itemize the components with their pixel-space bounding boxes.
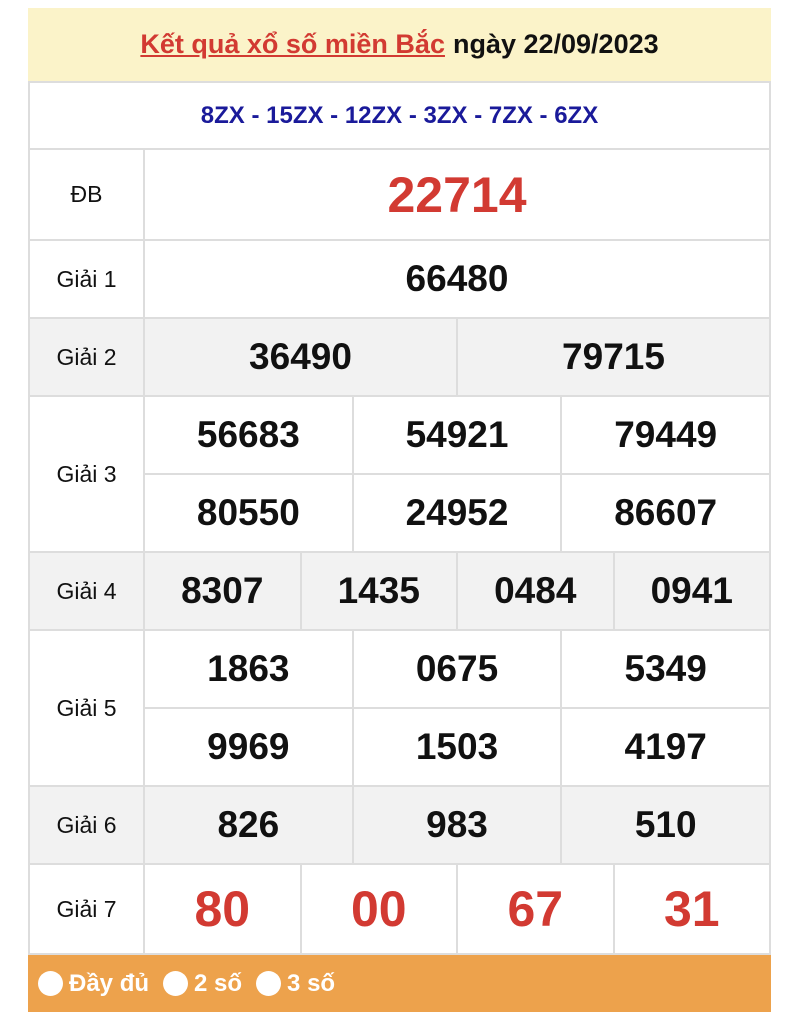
prize-row: Giải 3 56683 54921 79449 80550 24952 86607 bbox=[28, 397, 771, 553]
prize-row: Giải 1 66480 bbox=[28, 241, 771, 319]
radio-icon[interactable] bbox=[38, 971, 63, 996]
prize-row: ĐB 22714 bbox=[28, 150, 771, 241]
prize-number: 80550 bbox=[196, 492, 300, 533]
option-label: 2 số bbox=[194, 969, 243, 997]
prize-row: Giải 6 826 983 510 bbox=[28, 787, 771, 865]
prize-number: 67 bbox=[456, 865, 613, 953]
draw-date: ngày 22/09/2023 bbox=[452, 29, 659, 59]
prize-row: Giải 4 8307 1435 0484 0941 bbox=[28, 553, 771, 631]
prize-number: 79449 bbox=[560, 397, 769, 473]
prize-number: 80 bbox=[194, 881, 251, 937]
option-label: Đầy đủ bbox=[69, 969, 150, 997]
option-2-digits[interactable]: 2 số bbox=[163, 970, 242, 998]
prize-number: 9969 bbox=[207, 726, 290, 767]
prize-number: 00 bbox=[299, 865, 457, 953]
prize-number: 22714 bbox=[387, 166, 527, 223]
prize-label: Giải 3 bbox=[30, 397, 145, 551]
prize-number: 56683 bbox=[196, 414, 300, 455]
prize-number: 66480 bbox=[405, 258, 509, 299]
prize-label: Giải 4 bbox=[30, 553, 145, 629]
prize-number: 1435 bbox=[299, 553, 457, 629]
prize-number: 36490 bbox=[249, 336, 352, 377]
prize-number: 5349 bbox=[560, 631, 769, 707]
ticket-codes: 8ZX - 15ZX - 12ZX - 3ZX - 7ZX - 6ZX bbox=[28, 83, 771, 150]
prize-number: 79715 bbox=[456, 319, 769, 395]
prize-number: 24952 bbox=[351, 475, 561, 551]
option-full[interactable]: Đầy đủ bbox=[38, 970, 149, 998]
prize-number: 86607 bbox=[560, 475, 769, 551]
prize-row: Giải 7 80 00 67 31 bbox=[28, 865, 771, 955]
display-options-bar: Đầy đủ 2 số 3 số bbox=[28, 955, 771, 1012]
radio-icon[interactable] bbox=[256, 971, 282, 996]
results-table: Kết quả xổ số miền Bắc ngày 22/09/2023 8… bbox=[28, 8, 771, 1012]
prize-number: 983 bbox=[351, 787, 561, 863]
prize-number: 1863 bbox=[207, 648, 290, 689]
option-label: 3 số bbox=[287, 969, 336, 997]
prize-number: 54921 bbox=[351, 397, 561, 473]
prize-number: 0941 bbox=[612, 553, 770, 629]
prize-label: Giải 7 bbox=[30, 865, 145, 953]
prize-label: Giải 2 bbox=[30, 319, 145, 395]
prize-row: Giải 5 1863 0675 5349 9969 1503 4197 bbox=[28, 631, 771, 787]
prize-number: 0675 bbox=[351, 631, 561, 707]
title-link[interactable]: Kết quả xổ số miền Bắc bbox=[140, 29, 445, 59]
prize-number: 4197 bbox=[560, 709, 769, 785]
prize-number: 1503 bbox=[351, 709, 561, 785]
radio-icon[interactable] bbox=[163, 971, 189, 996]
prize-label: Giải 6 bbox=[30, 787, 145, 863]
prize-label: Giải 5 bbox=[30, 631, 145, 785]
prize-number: 826 bbox=[217, 804, 280, 845]
prize-label: ĐB bbox=[30, 150, 145, 239]
prize-number: 8307 bbox=[181, 570, 264, 611]
prize-number: 31 bbox=[612, 865, 770, 953]
prize-row: Giải 2 36490 79715 bbox=[28, 319, 771, 397]
results-header: Kết quả xổ số miền Bắc ngày 22/09/2023 bbox=[28, 8, 771, 83]
prize-number: 510 bbox=[560, 787, 769, 863]
option-3-digits[interactable]: 3 số bbox=[256, 970, 335, 998]
prize-label: Giải 1 bbox=[30, 241, 145, 317]
prize-number: 0484 bbox=[456, 553, 613, 629]
